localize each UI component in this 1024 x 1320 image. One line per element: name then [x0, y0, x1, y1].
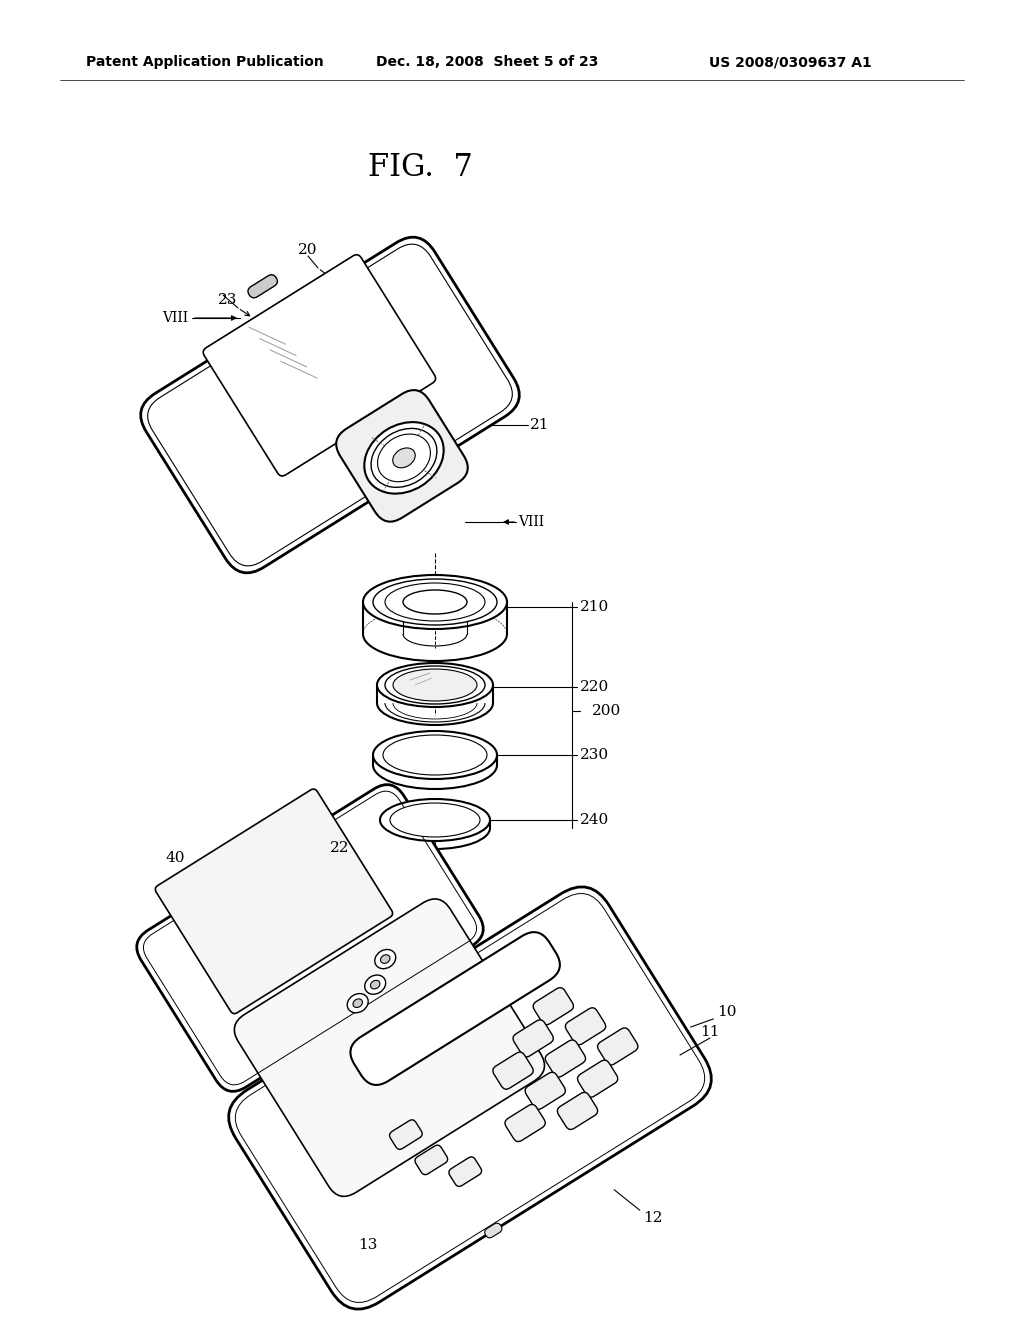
FancyBboxPatch shape — [350, 932, 560, 1085]
FancyBboxPatch shape — [493, 1052, 534, 1089]
FancyBboxPatch shape — [525, 1072, 565, 1109]
Ellipse shape — [403, 590, 467, 614]
FancyBboxPatch shape — [578, 1060, 617, 1097]
Ellipse shape — [373, 579, 497, 624]
Ellipse shape — [371, 981, 380, 989]
Ellipse shape — [365, 422, 443, 494]
Text: Patent Application Publication: Patent Application Publication — [86, 55, 324, 69]
Ellipse shape — [375, 949, 395, 969]
Text: 11: 11 — [700, 1026, 720, 1039]
Text: 200: 200 — [592, 704, 622, 718]
FancyBboxPatch shape — [505, 1105, 546, 1142]
Ellipse shape — [393, 447, 415, 467]
Text: VIII: VIII — [518, 515, 544, 529]
Ellipse shape — [365, 975, 386, 994]
Text: 40: 40 — [165, 851, 184, 865]
Text: 22: 22 — [330, 841, 349, 855]
Ellipse shape — [380, 799, 490, 841]
Ellipse shape — [393, 669, 477, 701]
FancyBboxPatch shape — [234, 899, 545, 1196]
Text: Dec. 18, 2008  Sheet 5 of 23: Dec. 18, 2008 Sheet 5 of 23 — [376, 55, 598, 69]
FancyBboxPatch shape — [545, 1040, 586, 1077]
FancyBboxPatch shape — [484, 1224, 502, 1238]
FancyBboxPatch shape — [449, 1156, 481, 1187]
FancyBboxPatch shape — [598, 1028, 638, 1065]
FancyBboxPatch shape — [336, 389, 468, 521]
Text: 10: 10 — [717, 1005, 736, 1019]
Ellipse shape — [371, 429, 437, 487]
Text: VIII: VIII — [162, 312, 188, 325]
Text: 240: 240 — [580, 813, 609, 828]
FancyBboxPatch shape — [137, 784, 483, 1092]
FancyBboxPatch shape — [140, 238, 519, 573]
Text: 210: 210 — [580, 601, 609, 614]
Text: 230: 230 — [580, 748, 609, 762]
Ellipse shape — [373, 731, 497, 779]
Ellipse shape — [353, 999, 362, 1007]
Text: US 2008/0309637 A1: US 2008/0309637 A1 — [709, 55, 871, 69]
FancyBboxPatch shape — [248, 275, 278, 298]
Text: 21: 21 — [530, 418, 550, 432]
Ellipse shape — [378, 434, 430, 482]
Text: FIG.  7: FIG. 7 — [368, 153, 472, 183]
Ellipse shape — [362, 576, 507, 630]
Ellipse shape — [381, 954, 390, 964]
Ellipse shape — [390, 803, 480, 837]
Text: 12: 12 — [643, 1210, 663, 1225]
FancyBboxPatch shape — [534, 987, 573, 1024]
Ellipse shape — [347, 994, 369, 1012]
Ellipse shape — [377, 663, 493, 708]
FancyBboxPatch shape — [557, 1093, 598, 1130]
FancyBboxPatch shape — [415, 1146, 447, 1175]
FancyBboxPatch shape — [228, 887, 712, 1309]
FancyBboxPatch shape — [156, 789, 392, 1014]
Text: 220: 220 — [580, 680, 609, 694]
Ellipse shape — [383, 735, 487, 775]
Ellipse shape — [385, 583, 485, 620]
Text: 20: 20 — [298, 243, 317, 257]
Ellipse shape — [385, 667, 485, 704]
FancyBboxPatch shape — [389, 1119, 422, 1150]
FancyBboxPatch shape — [565, 1007, 606, 1045]
FancyBboxPatch shape — [513, 1020, 553, 1057]
FancyBboxPatch shape — [203, 255, 435, 477]
Text: 23: 23 — [218, 293, 238, 308]
Text: 13: 13 — [358, 1238, 378, 1251]
